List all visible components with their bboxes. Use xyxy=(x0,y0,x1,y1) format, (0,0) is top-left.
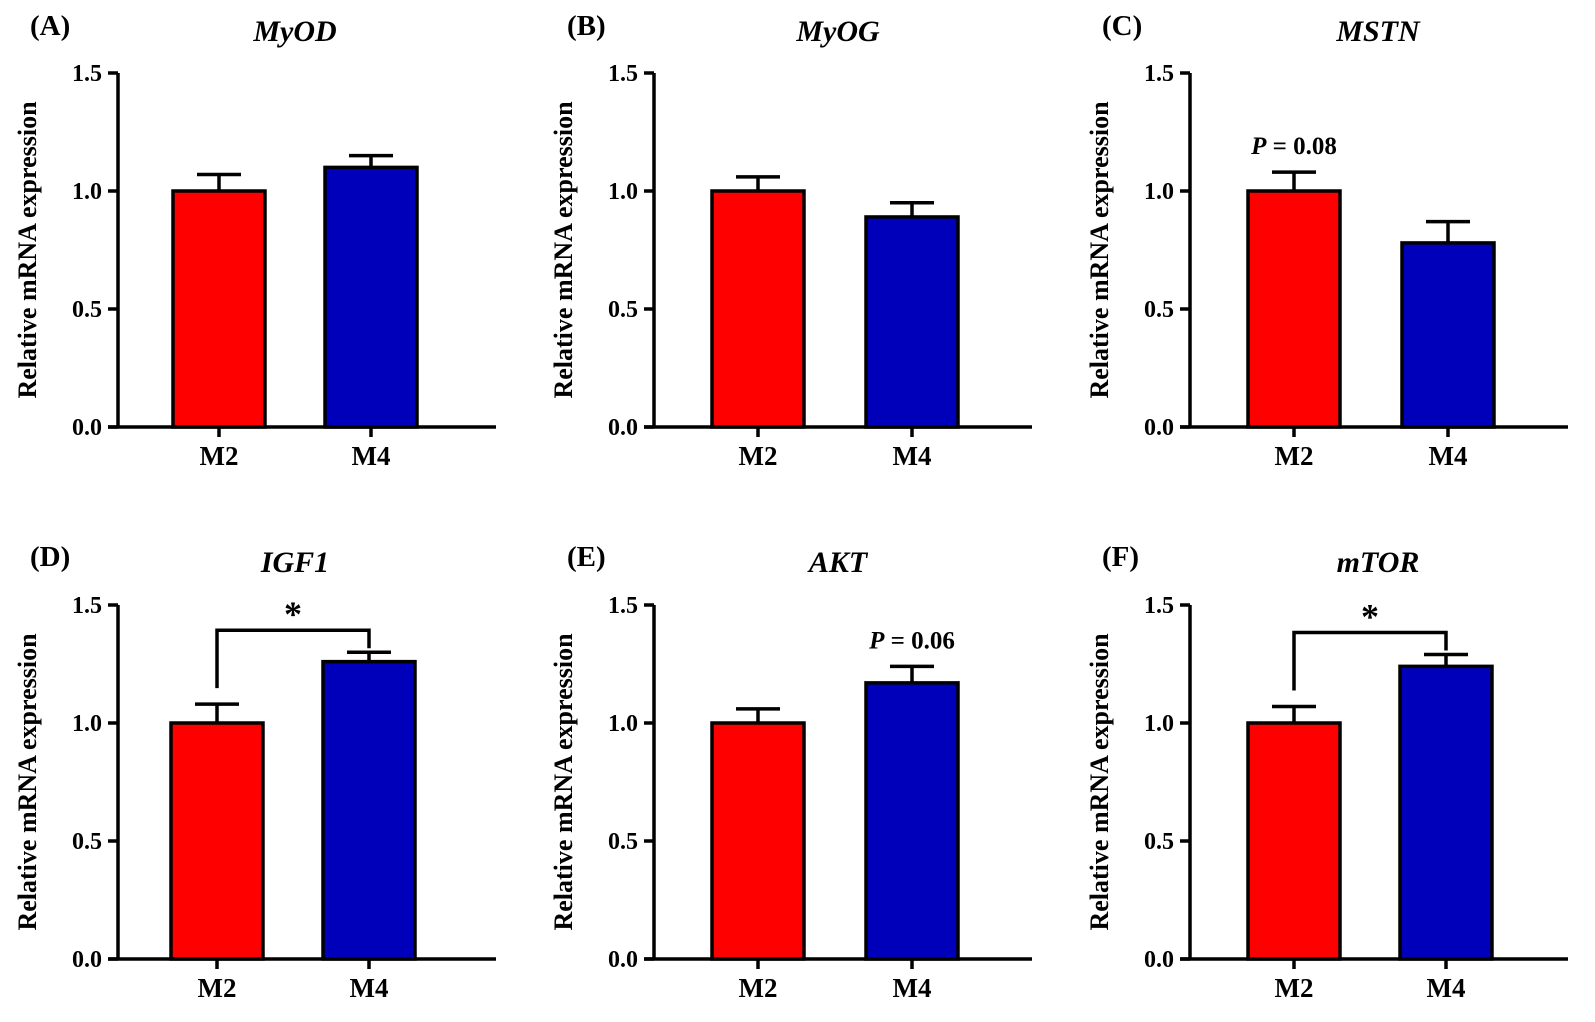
x-tick-label: M2 xyxy=(1275,973,1314,1003)
y-tick-label: 1.0 xyxy=(1144,179,1174,205)
bar-m2 xyxy=(712,191,804,427)
x-tick-label: M2 xyxy=(198,973,237,1003)
x-tick-label: M2 xyxy=(1275,441,1314,471)
y-axis-label: Relative mRNA expression xyxy=(1085,101,1114,399)
x-tick-label: M4 xyxy=(893,441,932,471)
panel-label: (E) xyxy=(567,541,606,573)
x-tick-label: M4 xyxy=(350,973,389,1003)
x-tick-label: M4 xyxy=(1429,441,1468,471)
y-axis-label: Relative mRNA expression xyxy=(1085,633,1114,931)
bar-m4 xyxy=(1402,243,1494,427)
bar-m2 xyxy=(1248,191,1340,427)
y-tick-label: 0.5 xyxy=(608,297,638,323)
panel-label: (B) xyxy=(567,10,606,42)
y-axis-label: Relative mRNA expression xyxy=(549,633,578,931)
x-tick-label: M4 xyxy=(352,441,391,471)
panel-label: (C) xyxy=(1102,10,1142,42)
chart-panel: (A) MyOD Relative mRNA expression 0.0 0.5 1.0… xyxy=(13,10,496,471)
chart-title: MSTN xyxy=(1335,15,1421,48)
x-tick-label: M4 xyxy=(893,973,932,1003)
figure: (A) MyOD Relative mRNA expression 0.0 0.5 1.0… xyxy=(0,0,1595,1022)
chart-title: mTOR xyxy=(1337,546,1420,579)
x-tick-label: M4 xyxy=(1427,973,1466,1003)
y-tick-label: 1.0 xyxy=(608,179,638,205)
p-value: = 0.06 xyxy=(884,627,955,654)
panel-label: (A) xyxy=(30,10,70,42)
y-tick-label: 0.0 xyxy=(1144,947,1174,973)
bar-m2 xyxy=(171,723,263,959)
bar-m4 xyxy=(323,662,415,959)
p-value-annotation: P = 0.06 xyxy=(868,627,955,654)
y-tick-label: 0.5 xyxy=(72,829,102,855)
panel-label: (F) xyxy=(1102,541,1139,573)
chart-panel: (C) MSTN Relative mRNA expression 0.0 0.5 1.0… xyxy=(1085,10,1568,471)
chart-title: MyOD xyxy=(252,15,336,48)
y-tick-label: 1.5 xyxy=(72,61,102,87)
panel-label: (D) xyxy=(30,541,70,573)
y-tick-label: 1.0 xyxy=(72,711,102,737)
y-axis-label: Relative mRNA expression xyxy=(13,101,42,399)
x-tick-label: M2 xyxy=(200,441,239,471)
chart-panel: (E) AKT Relative mRNA expression 0.0 0.5 1.0 1… xyxy=(549,541,1032,1003)
y-tick-label: 1.5 xyxy=(1144,593,1174,619)
y-tick-label: 0.5 xyxy=(72,297,102,323)
y-tick-label: 0.0 xyxy=(72,415,102,441)
chart-panel: (B) MyOG Relative mRNA expression 0.0 0.5 1.0… xyxy=(549,10,1032,471)
x-tick-label: M2 xyxy=(739,973,778,1003)
chart-panel: (D) IGF1 Relative mRNA expression 0.0 0.5 1.0… xyxy=(13,541,496,1003)
y-tick-label: 1.5 xyxy=(72,593,102,619)
bar-m4 xyxy=(866,217,958,427)
bar-m2 xyxy=(1248,723,1340,959)
y-tick-label: 1.0 xyxy=(608,711,638,737)
chart-title: AKT xyxy=(807,546,869,579)
bar-m4 xyxy=(866,683,958,959)
y-tick-label: 0.0 xyxy=(608,947,638,973)
p-value: = 0.08 xyxy=(1266,133,1337,160)
y-tick-label: 0.5 xyxy=(1144,829,1174,855)
y-tick-label: 1.5 xyxy=(608,593,638,619)
y-tick-label: 1.0 xyxy=(1144,711,1174,737)
y-tick-label: 1.5 xyxy=(608,61,638,87)
bar-m2 xyxy=(173,191,265,427)
p-value-annotation: P = 0.08 xyxy=(1250,133,1337,160)
y-tick-label: 0.0 xyxy=(608,415,638,441)
y-axis-label: Relative mRNA expression xyxy=(549,101,578,399)
significance-star: * xyxy=(1361,597,1379,637)
y-axis-label: Relative mRNA expression xyxy=(13,633,42,931)
bar-m4 xyxy=(1400,666,1492,959)
y-tick-label: 0.5 xyxy=(608,829,638,855)
bar-m4 xyxy=(325,167,417,427)
bar-m2 xyxy=(712,723,804,959)
y-tick-label: 0.5 xyxy=(1144,297,1174,323)
y-tick-label: 1.5 xyxy=(1144,61,1174,87)
y-tick-label: 0.0 xyxy=(72,947,102,973)
chart-title: IGF1 xyxy=(260,546,329,579)
chart-title: MyOG xyxy=(795,15,880,48)
y-tick-label: 1.0 xyxy=(72,179,102,205)
x-tick-label: M2 xyxy=(739,441,778,471)
p-label: P xyxy=(868,627,885,654)
p-label: P xyxy=(1250,133,1267,160)
chart-panel: (F) mTOR Relative mRNA expression 0.0 0.5 1.0… xyxy=(1085,541,1568,1003)
significance-star: * xyxy=(284,594,302,634)
y-tick-label: 0.0 xyxy=(1144,415,1174,441)
